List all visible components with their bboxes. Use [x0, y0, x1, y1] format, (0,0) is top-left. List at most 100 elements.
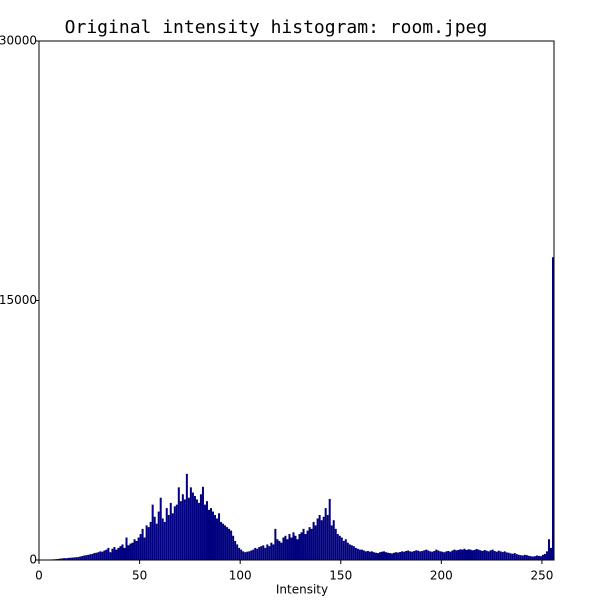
bar — [69, 557, 72, 560]
bar — [173, 506, 176, 560]
bar — [57, 558, 60, 560]
x-tick-label: 0 — [35, 569, 43, 583]
bar — [125, 537, 128, 560]
bar — [403, 551, 406, 560]
bar — [284, 535, 287, 560]
bar — [151, 504, 154, 560]
bar — [270, 542, 273, 560]
bar — [405, 551, 408, 560]
bar — [123, 547, 126, 560]
bar — [513, 553, 516, 560]
bar — [133, 539, 136, 560]
bar — [501, 552, 504, 560]
bar — [228, 528, 231, 560]
bar — [385, 552, 388, 560]
bar — [443, 552, 446, 560]
bar — [127, 545, 130, 560]
bar — [242, 551, 245, 560]
bar — [457, 549, 460, 560]
bar — [348, 544, 351, 560]
bar — [199, 494, 202, 560]
bar — [475, 548, 478, 560]
bar — [99, 551, 102, 560]
bar — [431, 551, 434, 560]
bar — [165, 508, 168, 560]
bar — [207, 509, 210, 560]
bar — [107, 547, 110, 560]
bar — [537, 555, 540, 560]
bar — [193, 495, 196, 560]
bar — [338, 535, 341, 560]
bar — [465, 549, 468, 560]
bar — [296, 539, 299, 560]
bar — [467, 549, 470, 560]
bar — [117, 547, 120, 560]
bar — [73, 557, 76, 560]
bar — [439, 551, 442, 560]
bar — [167, 515, 170, 560]
bar — [461, 549, 464, 560]
bar — [507, 552, 510, 560]
bar — [350, 545, 353, 560]
bar — [459, 549, 462, 560]
bar — [278, 540, 281, 560]
bar — [372, 552, 375, 560]
bar — [545, 551, 548, 560]
bar — [527, 555, 530, 560]
bar — [529, 556, 532, 560]
y-tick-label: 15000 — [0, 293, 37, 307]
bar — [187, 497, 190, 560]
bar — [509, 553, 512, 560]
bar — [111, 548, 114, 560]
bar — [551, 257, 554, 560]
bar — [521, 555, 524, 560]
bar — [65, 558, 68, 560]
bar — [360, 549, 363, 560]
bar — [292, 532, 295, 560]
bar — [441, 551, 444, 560]
bar — [423, 550, 426, 560]
bar — [495, 551, 498, 560]
bar — [356, 548, 359, 560]
x-tick-label: 50 — [132, 569, 147, 583]
bar — [549, 547, 552, 560]
bar — [352, 546, 355, 560]
bar — [447, 551, 450, 560]
bar — [274, 528, 277, 560]
bar — [320, 520, 323, 560]
bar — [407, 550, 410, 560]
bar — [205, 501, 208, 560]
bar — [276, 539, 279, 560]
bar — [119, 546, 122, 560]
bar — [222, 523, 225, 560]
bar — [437, 550, 440, 560]
bar — [264, 547, 267, 560]
bar — [427, 550, 430, 560]
bar — [135, 540, 138, 560]
bar — [248, 551, 251, 560]
bar — [378, 552, 381, 560]
bar — [226, 527, 229, 560]
bar — [189, 487, 192, 560]
bar — [312, 521, 315, 560]
bar — [244, 552, 247, 560]
bar — [83, 555, 86, 560]
bar — [300, 532, 303, 560]
bar — [515, 554, 518, 560]
bar — [141, 528, 144, 560]
bar — [493, 551, 496, 560]
bar — [268, 546, 271, 560]
bar — [153, 516, 156, 560]
bar — [314, 525, 317, 560]
bar — [139, 534, 142, 560]
x-tick-label: 150 — [329, 569, 352, 583]
bar — [483, 549, 486, 560]
bar — [147, 527, 150, 560]
bar — [519, 555, 522, 560]
bar — [59, 558, 62, 560]
bar — [129, 543, 132, 560]
bar — [543, 553, 546, 560]
bar — [224, 525, 227, 560]
bar — [366, 551, 369, 560]
